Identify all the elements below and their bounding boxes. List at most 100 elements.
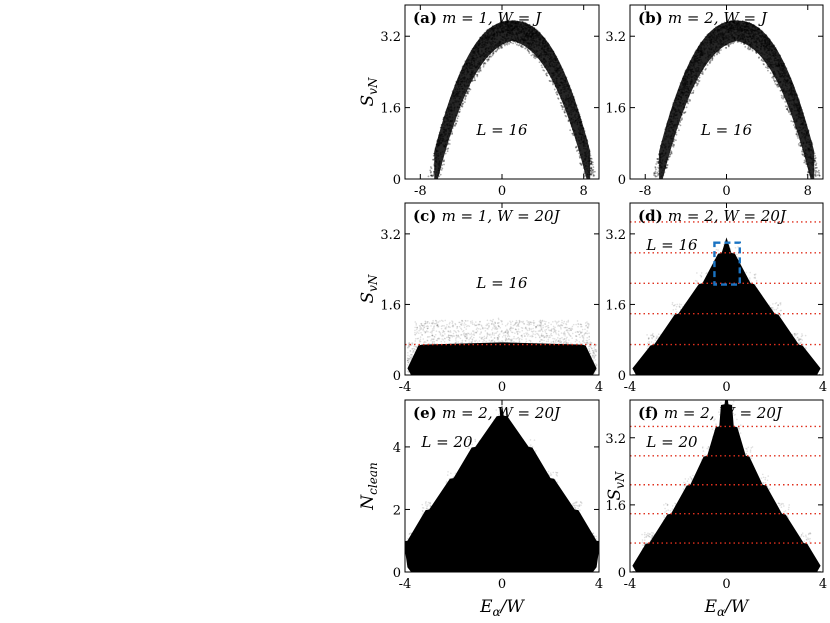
data-point [689, 99, 692, 101]
data-point [448, 143, 451, 145]
data-point [564, 114, 567, 117]
data-point [574, 146, 577, 149]
data-point [579, 162, 582, 165]
data-point [471, 79, 474, 82]
data-point [716, 52, 719, 55]
data-point [590, 162, 593, 165]
data-point [516, 337, 519, 339]
data-point [439, 173, 442, 176]
data-point [583, 175, 586, 178]
data-point [591, 169, 594, 172]
data-point [683, 112, 686, 115]
data-point [542, 334, 545, 337]
data-point [590, 160, 593, 163]
data-point [780, 96, 783, 99]
data-point [701, 71, 704, 74]
data-point [457, 115, 460, 118]
data-point [789, 113, 792, 116]
data-point [697, 80, 700, 83]
data-point [672, 144, 675, 147]
data-point [515, 325, 518, 327]
data-point [504, 331, 507, 333]
data-point [571, 132, 574, 135]
data-point [503, 43, 506, 46]
data-point [506, 42, 509, 44]
data-point [496, 338, 499, 341]
data-point [792, 120, 794, 123]
data-point [578, 333, 580, 336]
x-tick-label: 8 [580, 184, 588, 199]
data-point [594, 359, 597, 361]
data-point [492, 323, 494, 325]
data-point [576, 150, 578, 152]
data-point [429, 166, 432, 168]
data-point [500, 330, 503, 333]
panel-title: (b) m = 2, W = J [638, 9, 768, 27]
data-point [540, 339, 542, 341]
data-point [786, 108, 789, 111]
data-point [698, 79, 701, 82]
data-point [468, 88, 471, 91]
data-point [479, 67, 482, 70]
data-point [725, 47, 727, 49]
data-point [814, 175, 817, 178]
data-point [773, 80, 776, 83]
data-point [448, 139, 451, 142]
data-point [463, 332, 465, 334]
data-point [698, 76, 701, 79]
data-point [540, 334, 543, 337]
data-point [657, 158, 660, 160]
data-point [749, 47, 752, 50]
data-point [717, 51, 720, 54]
data-point [591, 347, 593, 350]
data-point [496, 49, 498, 52]
data-point [461, 105, 464, 108]
data-point [545, 74, 548, 77]
data-point [814, 157, 817, 159]
data-point [520, 45, 523, 48]
data-point [580, 163, 583, 166]
data-point [474, 79, 476, 82]
data-point [544, 322, 546, 325]
data-point [787, 110, 790, 113]
data-point [672, 140, 675, 143]
data-point [590, 168, 593, 171]
data-point [592, 166, 595, 169]
data-point [769, 72, 772, 74]
data-point [577, 331, 580, 333]
data-point [684, 111, 686, 114]
data-point [815, 166, 818, 169]
data-point [814, 157, 816, 160]
data-point [528, 322, 530, 325]
data-point [653, 174, 655, 176]
data-point [461, 319, 463, 322]
data-point [432, 158, 435, 161]
data-point [550, 341, 553, 343]
data-point [818, 173, 820, 176]
data-point [556, 93, 558, 96]
data-point [430, 174, 433, 177]
data-point [427, 175, 430, 178]
data-point [412, 347, 415, 350]
data-point [563, 110, 566, 113]
data-point [801, 150, 803, 153]
data-point [794, 127, 797, 130]
data-point [569, 129, 572, 132]
data-point [539, 329, 541, 332]
data-point [815, 164, 817, 166]
y-tick-label: 1.6 [380, 102, 401, 117]
data-point [708, 62, 711, 65]
data-point [464, 98, 467, 101]
data-point [447, 147, 450, 150]
data-point [695, 82, 698, 85]
data-point [496, 48, 499, 51]
data-point [464, 335, 466, 338]
data-point [463, 333, 465, 335]
data-point [507, 330, 509, 332]
data-point [593, 170, 596, 173]
data-point [439, 332, 442, 334]
data-point [799, 145, 802, 147]
data-point [673, 143, 675, 146]
data-point [522, 46, 524, 48]
